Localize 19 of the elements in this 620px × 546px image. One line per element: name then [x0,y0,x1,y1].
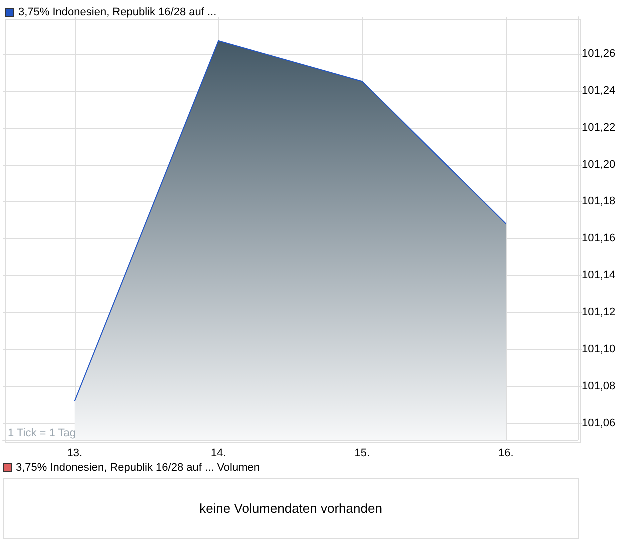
y-tick-label: 101,08 [582,380,616,392]
legend-label: 3,75% Indonesien, Republik 16/28 auf ... [18,6,217,18]
y-tick-label: 101,24 [582,84,616,97]
y-tick-label: 101,06 [582,417,616,430]
y-tick-label: 101,16 [582,232,616,245]
y-tick-label: 101,18 [582,196,616,208]
y-tick-label: 101,26 [582,48,616,60]
y-tick-label: 101,10 [582,343,616,356]
x-tick-label: 13. [67,448,83,460]
annotation: 1 Tick = 1 Tag [8,428,76,440]
y-tick-label: 101,14 [582,270,616,282]
y-tick-label: 101,12 [582,306,616,319]
x-tick-label: 14. [210,448,226,460]
x-tick-label: 16. [498,448,514,460]
y-tick-label: 101,20 [582,158,616,171]
y-tick-label: 101,22 [582,122,616,134]
x-tick-label: 15. [354,448,370,460]
text: keine Volumendaten vorhanden [200,501,382,516]
text: 3,75% Indonesien, Republik 16/28 auf ... Volumen [15,462,260,474]
